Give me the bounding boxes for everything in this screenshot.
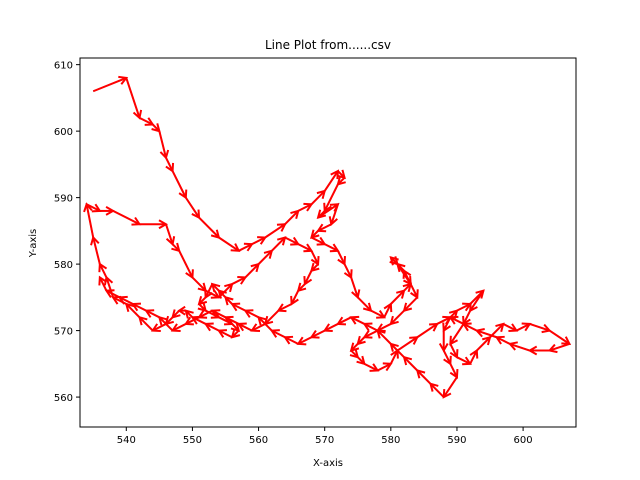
direction-arrow	[251, 236, 267, 246]
plot-frame	[79, 57, 577, 428]
x-tick-label: 540	[117, 435, 136, 446]
direction-arrow	[328, 203, 339, 227]
direction-arrow	[139, 219, 168, 230]
direction-arrow	[429, 382, 445, 398]
direction-arrow	[284, 236, 301, 246]
direction-arrow	[210, 309, 226, 319]
direction-arrow	[296, 336, 312, 346]
x-tick-label: 590	[447, 435, 466, 446]
direction-arrow	[349, 349, 360, 359]
direction-arrow	[236, 322, 253, 332]
direction-arrow	[376, 329, 392, 345]
direction-arrow	[389, 342, 405, 358]
x-tick-label: 580	[381, 435, 400, 446]
direction-arrow	[230, 302, 246, 312]
direction-arrow	[178, 250, 194, 280]
direction-arrow	[389, 309, 405, 326]
direction-arrow	[131, 302, 147, 312]
y-axis-label: Y-axis	[28, 229, 39, 259]
direction-arrow	[310, 189, 327, 205]
direction-arrow	[469, 348, 479, 365]
y-tick-label: 600	[54, 127, 73, 138]
direction-arrow	[527, 345, 550, 356]
direction-arrow	[390, 289, 406, 305]
x-tick-label: 570	[315, 435, 334, 446]
direction-arrow	[170, 323, 187, 333]
direction-arrow	[218, 236, 241, 252]
direction-arrow	[449, 343, 459, 359]
y-tick-label: 580	[54, 260, 73, 271]
direction-arrow	[337, 250, 346, 266]
direction-arrow	[98, 275, 108, 292]
x-axis-label: X-axis	[313, 458, 343, 469]
direction-arrow	[191, 276, 208, 293]
x-axis-ticks: 540 550 560 570 580 590 600	[117, 427, 533, 446]
direction-arrow	[150, 323, 167, 333]
x-tick-label: 560	[249, 435, 268, 446]
direction-arrow	[104, 289, 121, 299]
y-axis-ticks: 560 570 580 590 600 610	[54, 61, 80, 404]
direction-arrow	[350, 277, 361, 300]
direction-arrow	[264, 223, 287, 239]
direction-arrow	[356, 355, 366, 366]
direction-arrow	[448, 309, 459, 319]
direction-arrow	[349, 315, 365, 325]
direction-arrow	[456, 356, 472, 366]
direction-arrow	[139, 116, 155, 126]
direction-arrow	[151, 123, 161, 133]
direction-arrow	[409, 283, 419, 300]
direction-arrow	[271, 236, 287, 252]
direction-arrow	[92, 75, 129, 93]
direction-arrow	[474, 328, 497, 339]
direction-arrow	[336, 176, 346, 186]
direction-arrow	[284, 209, 300, 225]
direction-arrow	[197, 302, 208, 313]
direction-arrow	[90, 235, 101, 265]
y-tick-label: 590	[54, 194, 73, 205]
direction-arrow	[171, 309, 181, 319]
x-tick-label: 600	[514, 435, 533, 446]
direction-arrow	[416, 322, 439, 339]
direction-arrow	[290, 290, 300, 306]
direction-arrow	[507, 341, 531, 352]
direction-arrow	[389, 256, 399, 266]
direction-arrow	[343, 263, 353, 280]
direction-arrow	[548, 329, 572, 346]
direction-arrow	[377, 362, 393, 372]
direction-arrow	[502, 323, 519, 333]
direction-arrow	[547, 342, 570, 354]
direction-arrow	[448, 315, 465, 325]
y-tick-label: 610	[54, 61, 73, 72]
x-tick-label: 550	[183, 435, 202, 446]
chart-title: Line Plot from......csv	[265, 38, 391, 52]
direction-arrow	[210, 282, 221, 293]
plot-content	[83, 75, 572, 399]
direction-arrow	[204, 283, 214, 300]
direction-arrow	[449, 363, 459, 379]
direction-arrow	[269, 329, 286, 339]
y-tick-label: 570	[54, 327, 73, 338]
direction-arrow	[197, 309, 213, 319]
direction-arrow	[310, 250, 320, 266]
y-tick-label: 560	[54, 393, 73, 404]
direction-arrow	[309, 329, 326, 339]
direction-arrow	[83, 202, 95, 238]
direction-arrow	[311, 236, 327, 246]
direction-arrow	[217, 329, 233, 339]
direction-arrow	[230, 329, 241, 339]
direction-arrow	[250, 323, 266, 333]
